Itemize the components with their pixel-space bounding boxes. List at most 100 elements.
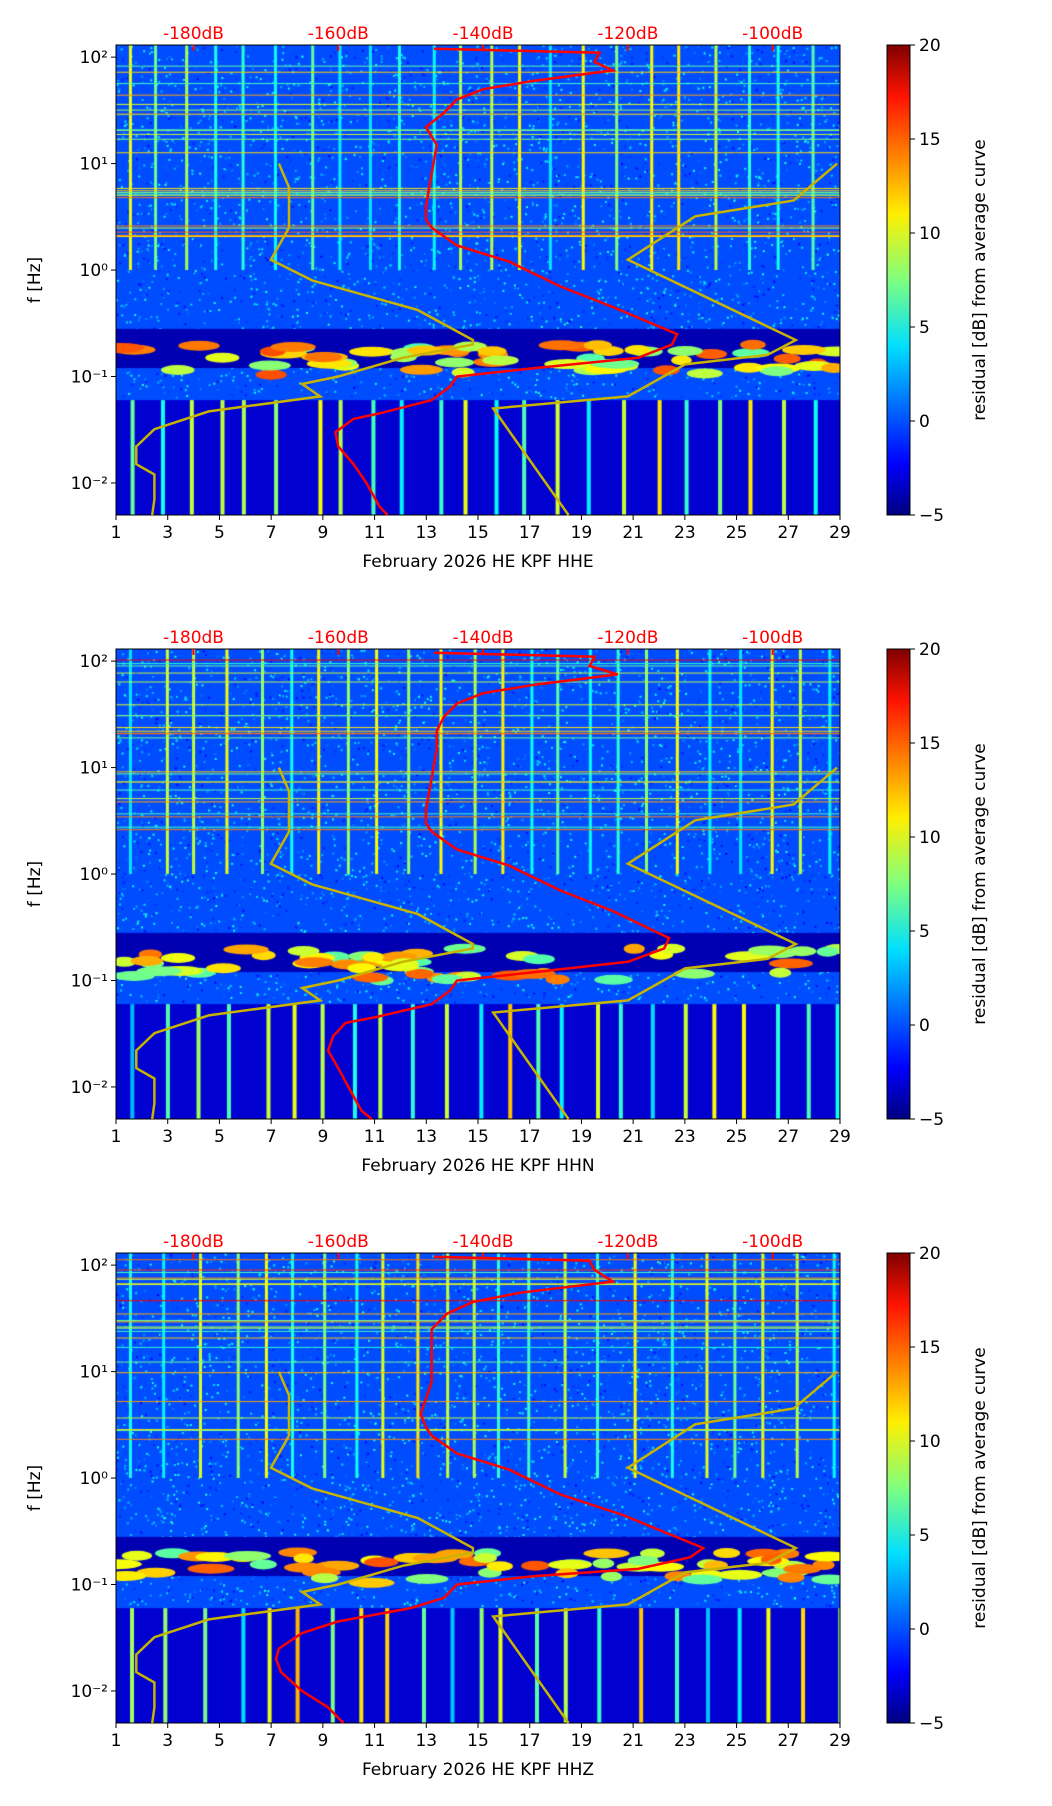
- x-tick-label: 15: [467, 1731, 489, 1751]
- top-db-tick-label: -180dB: [163, 1232, 224, 1252]
- x-axis-label: February 2026 HE KPF HHZ: [362, 1760, 594, 1780]
- colorbar-tick-label: 0: [919, 1016, 930, 1036]
- x-tick-label: 11: [364, 1731, 386, 1751]
- x-tick-label: 27: [777, 523, 799, 543]
- colorbar-tick-label: 15: [919, 130, 941, 150]
- x-tick-label: 19: [571, 1127, 593, 1147]
- y-tick-label: 10²: [80, 1256, 108, 1276]
- y-tick-label: 10⁻²: [71, 1078, 108, 1098]
- x-tick-label: 19: [571, 523, 593, 543]
- x-tick-label: 29: [829, 1731, 851, 1751]
- colorbar-tick-label: −5: [919, 1110, 944, 1130]
- y-axis-label: f [Hz]: [25, 861, 45, 907]
- y-tick-label: 10⁻²: [71, 1682, 108, 1702]
- y-tick-label: 10²: [80, 652, 108, 672]
- colorbar-tick-label: 5: [919, 318, 930, 338]
- plot-frame: [115, 44, 841, 516]
- top-db-tick-label: -140dB: [453, 24, 514, 44]
- y-tick-label: 10⁰: [80, 1469, 109, 1489]
- x-tick-label: 5: [214, 1127, 225, 1147]
- spectrogram-image: [116, 649, 840, 1119]
- x-tick-label: 9: [317, 1731, 328, 1751]
- x-tick-label: 5: [214, 1731, 225, 1751]
- top-db-tick-label: -100dB: [742, 628, 803, 648]
- top-db-tick-label: -100dB: [742, 1232, 803, 1252]
- x-tick-label: 3: [162, 1731, 173, 1751]
- x-tick-label: 7: [266, 523, 277, 543]
- x-tick-label: 9: [317, 1127, 328, 1147]
- x-tick-label: 17: [519, 1127, 541, 1147]
- top-db-tick-label: -160dB: [308, 24, 369, 44]
- x-tick-label: 21: [622, 1731, 644, 1751]
- spectrogram-image: [116, 1253, 840, 1723]
- high-noise-model-line: [490, 162, 838, 516]
- colorbar-label: residual [dB] from average curve: [970, 743, 990, 1024]
- colorbar-tick-label: 10: [919, 1432, 941, 1452]
- x-tick-label: 15: [467, 1127, 489, 1147]
- x-tick-label: 11: [364, 1127, 386, 1147]
- colorbar-tick-label: 10: [919, 828, 941, 848]
- colorbar-tick-label: 15: [919, 1338, 941, 1358]
- top-db-tick-label: -180dB: [163, 628, 224, 648]
- colorbar: [886, 648, 911, 1120]
- psd-curve-line: [334, 47, 679, 516]
- x-tick-label: 23: [674, 1731, 696, 1751]
- x-tick-label: 13: [415, 1127, 437, 1147]
- high-noise-model-line: [490, 1370, 838, 1724]
- y-tick-label: 10¹: [80, 155, 108, 175]
- colorbar-tick-label: −5: [919, 506, 944, 526]
- y-tick-label: 10⁻²: [71, 474, 108, 494]
- y-tick-label: 10⁻¹: [71, 971, 108, 991]
- low-noise-model-line: [135, 767, 475, 1120]
- x-tick-label: 1: [111, 1127, 122, 1147]
- x-tick-label: 11: [364, 523, 386, 543]
- top-db-tick-label: -160dB: [308, 628, 369, 648]
- top-db-tick-label: -120dB: [597, 24, 658, 44]
- x-tick-label: 3: [162, 523, 173, 543]
- colorbar-tick-label: −5: [919, 1714, 944, 1734]
- x-tick-label: 5: [214, 523, 225, 543]
- y-tick-label: 10⁰: [80, 865, 109, 885]
- colorbar-tick-label: 0: [919, 412, 930, 432]
- x-tick-label: 29: [829, 523, 851, 543]
- x-tick-label: 27: [777, 1127, 799, 1147]
- x-tick-label: 23: [674, 1127, 696, 1147]
- y-tick-label: 10²: [80, 48, 108, 68]
- colorbar-tick-label: 10: [919, 224, 941, 244]
- x-tick-label: 17: [519, 523, 541, 543]
- x-tick-label: 9: [317, 523, 328, 543]
- x-tick-label: 7: [266, 1731, 277, 1751]
- low-noise-model-line: [135, 163, 475, 516]
- plot-frame: [115, 648, 841, 1120]
- y-tick-label: 10⁻¹: [71, 1575, 108, 1595]
- colorbar: [886, 1252, 911, 1724]
- colorbar: [886, 44, 911, 516]
- x-tick-label: 25: [726, 1127, 748, 1147]
- y-axis-label: f [Hz]: [25, 257, 45, 303]
- x-tick-label: 1: [111, 1731, 122, 1751]
- top-db-tick-label: -140dB: [453, 1232, 514, 1252]
- spectrogram-image: [116, 45, 840, 515]
- x-tick-label: 21: [622, 523, 644, 543]
- colorbar-label: residual [dB] from average curve: [970, 139, 990, 420]
- colorbar-tick-label: 5: [919, 1526, 930, 1546]
- x-tick-label: 13: [415, 523, 437, 543]
- x-axis-label: February 2026 HE KPF HHE: [362, 552, 593, 572]
- x-tick-label: 15: [467, 523, 489, 543]
- x-tick-label: 13: [415, 1731, 437, 1751]
- x-tick-label: 23: [674, 523, 696, 543]
- y-tick-label: 10¹: [80, 759, 108, 779]
- x-axis-label: February 2026 HE KPF HHN: [361, 1156, 594, 1176]
- x-tick-label: 25: [726, 523, 748, 543]
- colorbar-tick-label: 5: [919, 922, 930, 942]
- y-tick-label: 10⁻¹: [71, 367, 108, 387]
- colorbar-tick-label: 15: [919, 734, 941, 754]
- x-tick-label: 27: [777, 1731, 799, 1751]
- y-tick-label: 10⁰: [80, 261, 109, 281]
- x-tick-label: 17: [519, 1731, 541, 1751]
- colorbar-tick-label: 20: [919, 36, 941, 56]
- y-axis-label: f [Hz]: [25, 1465, 45, 1511]
- x-tick-label: 25: [726, 1731, 748, 1751]
- x-tick-label: 29: [829, 1127, 851, 1147]
